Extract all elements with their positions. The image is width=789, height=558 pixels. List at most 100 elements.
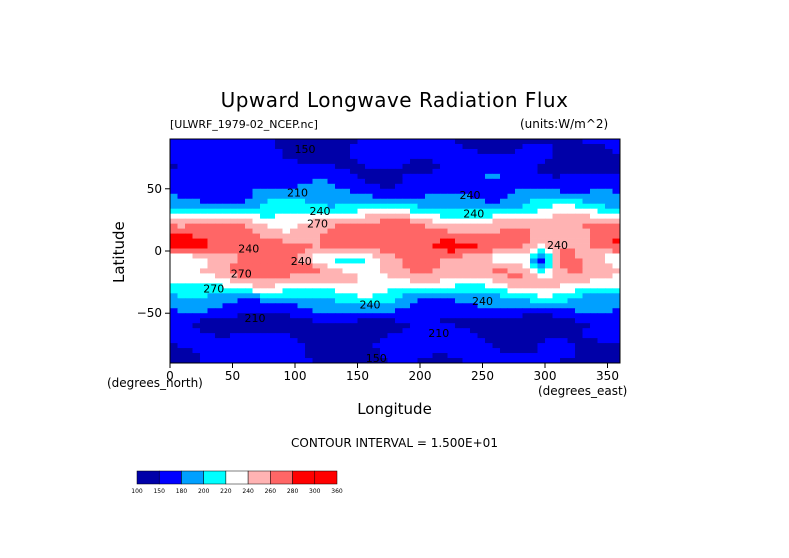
heatmap-cell <box>312 193 321 200</box>
heatmap-cell <box>605 143 613 150</box>
heatmap-cell <box>290 168 298 175</box>
heatmap-cell <box>575 139 583 145</box>
heatmap-cell <box>552 258 561 264</box>
heatmap-cell <box>387 158 396 165</box>
heatmap-cell <box>455 198 463 205</box>
heatmap-cell <box>275 268 283 274</box>
heatmap-cell <box>185 268 193 274</box>
heatmap-cell <box>537 258 546 264</box>
heatmap-cell <box>305 258 313 264</box>
heatmap-cell <box>410 163 418 170</box>
colorbar-label: 360 <box>331 488 343 495</box>
heatmap-cell <box>492 323 501 329</box>
heatmap-cell <box>590 223 598 229</box>
heatmap-cell <box>402 238 411 244</box>
heatmap-cell <box>492 238 501 244</box>
heatmap-cell <box>312 243 321 249</box>
heatmap-cell <box>260 153 268 160</box>
heatmap-cell <box>402 193 411 200</box>
heatmap-cell <box>282 273 291 279</box>
heatmap-cell <box>500 238 508 244</box>
heatmap-cell <box>177 158 186 165</box>
heatmap-cell <box>410 183 418 190</box>
heatmap-cell <box>470 198 478 205</box>
heatmap-cell <box>237 233 246 239</box>
heatmap-cell <box>275 168 283 175</box>
heatmap-cell <box>447 153 456 160</box>
heatmap-cell <box>582 139 591 145</box>
heatmap-cell <box>290 139 298 145</box>
heatmap-cell <box>477 208 486 215</box>
heatmap-cell <box>260 243 268 249</box>
heatmap-cell <box>245 238 253 244</box>
heatmap-cell <box>387 223 396 229</box>
heatmap-cell <box>530 293 538 299</box>
heatmap-cell <box>597 153 606 160</box>
heatmap-cell <box>170 263 178 269</box>
heatmap-cell <box>507 248 516 254</box>
heatmap-cell <box>222 208 231 215</box>
heatmap-cell <box>282 258 291 264</box>
heatmap-cell <box>387 268 396 274</box>
heatmap-cell <box>387 203 396 210</box>
heatmap-cell <box>342 158 351 165</box>
heatmap-cell <box>537 238 546 244</box>
heatmap-cell <box>537 183 546 190</box>
heatmap-cell <box>372 323 381 329</box>
heatmap-cell <box>552 308 561 314</box>
heatmap-cell <box>297 183 306 190</box>
heatmap-cell <box>515 203 523 210</box>
heatmap-cell <box>192 278 201 284</box>
heatmap-cell <box>327 243 336 249</box>
heatmap-cell <box>380 223 388 229</box>
heatmap-cell <box>372 308 381 314</box>
heatmap-cell <box>365 313 373 319</box>
heatmap-cell <box>357 148 366 155</box>
heatmap-cell <box>395 328 403 334</box>
heatmap-cell <box>485 338 493 344</box>
heatmap-cell <box>447 323 456 329</box>
heatmap-cell <box>612 158 621 165</box>
heatmap-cell <box>177 353 186 359</box>
heatmap-cell <box>350 233 358 239</box>
heatmap-cell <box>215 153 223 160</box>
heatmap-cell <box>222 203 231 210</box>
heatmap-cell <box>590 283 598 289</box>
heatmap-cell <box>357 258 366 264</box>
heatmap-cell <box>230 203 238 210</box>
heatmap-cell <box>372 263 381 269</box>
heatmap-cell <box>387 173 396 180</box>
heatmap-cell <box>342 318 351 324</box>
contour-label: 270 <box>307 218 328 231</box>
heatmap-cell <box>485 148 493 155</box>
heatmap-cell <box>267 268 276 274</box>
heatmap-cell <box>185 168 193 175</box>
heatmap-cell <box>237 313 246 319</box>
heatmap-cell <box>365 193 373 200</box>
heatmap-cell <box>230 298 238 304</box>
heatmap-cell <box>230 248 238 254</box>
heatmap-cell <box>537 303 546 309</box>
heatmap-cell <box>177 318 186 324</box>
heatmap-cell <box>357 248 366 254</box>
heatmap-cell <box>477 158 486 165</box>
heatmap-cell <box>350 198 358 205</box>
heatmap-cell <box>252 298 261 304</box>
heatmap-cell <box>440 168 448 175</box>
heatmap-cell <box>305 203 313 210</box>
heatmap-cell <box>612 223 621 229</box>
heatmap-cell <box>545 293 553 299</box>
heatmap-cell <box>530 313 538 319</box>
heatmap-cell <box>410 158 418 165</box>
heatmap-cell <box>545 148 553 155</box>
heatmap-cell <box>575 228 583 234</box>
heatmap-cell <box>275 158 283 165</box>
heatmap-cell <box>417 163 426 170</box>
heatmap-cell <box>582 223 591 229</box>
heatmap-cell <box>432 143 441 150</box>
heatmap-cell <box>335 173 343 180</box>
heatmap-cell <box>267 293 276 299</box>
heatmap-cell <box>582 228 591 234</box>
heatmap-cell <box>207 273 216 279</box>
heatmap-cell <box>462 253 471 259</box>
